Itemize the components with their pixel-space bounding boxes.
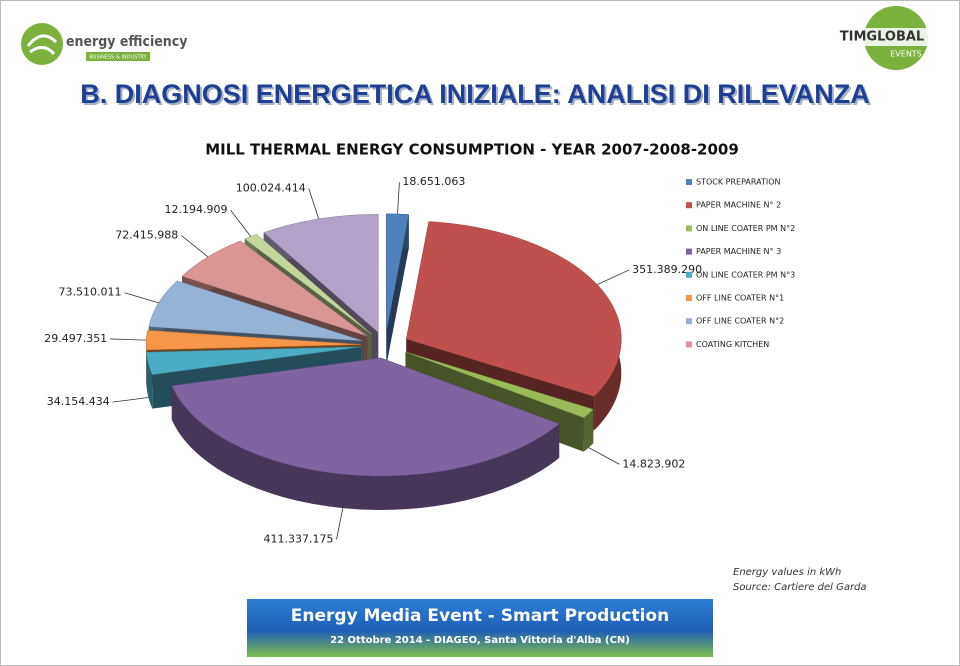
slice xyxy=(263,214,379,333)
note: Source: Cartiere del Garda xyxy=(733,582,867,593)
slice xyxy=(386,213,410,332)
legend-label: ON LINE COATER PM N°3 xyxy=(696,270,795,279)
banner-subtitle: 22 Ottobre 2014 - DIAGEO, Santa Vittoria… xyxy=(330,635,630,646)
legend-swatch xyxy=(686,295,692,301)
legend-swatch xyxy=(686,248,692,255)
data-label: 18.651.063 xyxy=(402,175,465,188)
slice xyxy=(406,221,622,397)
slice xyxy=(181,240,368,337)
pie: 18.651.063 351.389.290 14.823.902 411.337.1… xyxy=(44,175,702,545)
banner: Energy Media Event - Smart Production 22… xyxy=(247,599,713,657)
title-shadow: B. DIAGNOSI ENERGETICA INIZIALE: ANALISI… xyxy=(82,81,872,111)
data-label: 12.194.909 xyxy=(165,203,228,216)
data-label: 34.154.434 xyxy=(47,395,110,408)
leader-line xyxy=(124,292,159,304)
data-label: 411.337.175 xyxy=(264,532,334,545)
legend-label: COATING KITCHEN xyxy=(696,340,769,349)
data-label: 351.389.290 xyxy=(632,263,702,276)
legend-label: STOCK PREPARATION xyxy=(696,178,780,187)
legend-swatch xyxy=(686,318,692,325)
partner-logo-text: TIMGLOBAL xyxy=(840,30,924,45)
legend-label: PAPER MACHINE N° 2 xyxy=(696,201,781,210)
slice-side xyxy=(386,214,409,366)
slice-side xyxy=(171,385,560,510)
logo-text: energy efficiency xyxy=(66,34,187,50)
partner-logo-sub: EVENTS xyxy=(890,50,922,59)
leader-line xyxy=(336,508,344,540)
legend-label: PAPER MACHINE N° 3 xyxy=(696,247,781,256)
data-label: 14.823.902 xyxy=(622,457,685,470)
legend-swatch xyxy=(686,271,692,278)
slice xyxy=(145,330,362,351)
legend-swatch xyxy=(686,179,692,185)
legend: STOCK PREPARATION PAPER MACHINE N° 2 ON LI… xyxy=(686,178,795,349)
note: Energy values in kWh xyxy=(733,567,841,578)
leader-line xyxy=(110,338,147,341)
leader-line xyxy=(596,269,630,285)
legend-swatch xyxy=(686,202,692,209)
legend-swatch xyxy=(686,341,692,348)
partner-logo: TIMGLOBAL EVENTS xyxy=(838,6,928,70)
data-label: 29.497.351 xyxy=(44,332,107,345)
slice xyxy=(171,357,560,477)
slice xyxy=(405,351,594,419)
legend-swatch xyxy=(686,225,692,232)
logo-subtext: BUSINESS & INDUSTRY xyxy=(89,55,147,61)
legend-label: OFF LINE COATER N°1 xyxy=(696,294,784,303)
data-label: 100.024.414 xyxy=(236,181,306,194)
slice xyxy=(146,346,362,375)
banner-title: Energy Media Event - Smart Production xyxy=(291,606,669,626)
legend-label: ON LINE COATER PM N°2 xyxy=(696,224,795,233)
slide-title: B. DIAGNOSI ENERGETICA INIZIALE: ANALISI… xyxy=(80,79,870,109)
leader-line xyxy=(230,209,252,237)
leader-line xyxy=(397,182,400,215)
leader-line xyxy=(308,188,320,220)
chart-title: MILL THERMAL ENERGY CONSUMPTION - YEAR 2… xyxy=(205,141,739,159)
logo: energy efficiency BUSINESS & INDUSTRY xyxy=(21,23,187,65)
leader-line xyxy=(588,447,620,465)
leader-line xyxy=(181,235,209,258)
legend-label: OFF LINE COATER N°2 xyxy=(696,317,784,326)
data-label: 73.510.011 xyxy=(59,286,122,299)
data-label: 72.415.988 xyxy=(115,228,178,241)
slice-side xyxy=(583,409,594,452)
slice-side xyxy=(146,352,153,409)
leader-line xyxy=(112,397,149,403)
